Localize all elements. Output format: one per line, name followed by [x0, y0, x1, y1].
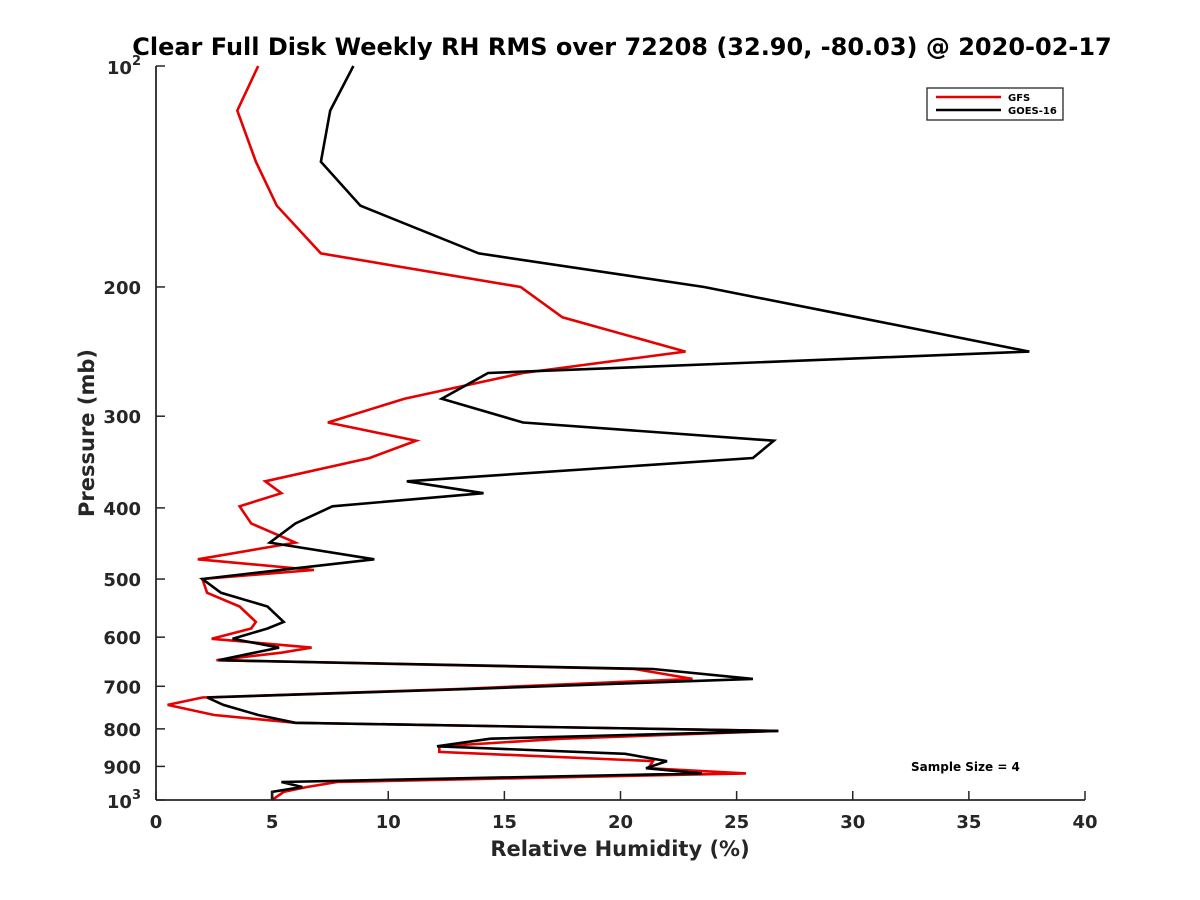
x-ticks: 0 5 10 15 20 25 30 35 40	[150, 791, 1098, 833]
y-tick-label: 400	[103, 499, 141, 520]
x-tick-label: 20	[608, 812, 633, 833]
x-tick-label: 30	[840, 812, 865, 833]
legend-label-goes16: GOES-16	[1008, 106, 1057, 117]
y-tick-label: 300	[103, 407, 141, 428]
x-tick-label: 10	[376, 812, 401, 833]
y-tick-label: 600	[103, 628, 141, 649]
x-tick-label: 5	[266, 812, 279, 833]
y-tick-label: 800	[103, 720, 141, 741]
y-tick-label: 103	[107, 788, 141, 813]
y-tick-label: 102	[107, 54, 141, 79]
plot-area: 0 5 10 15 20 25 30 35 40 102 200 300 400 500 600 700 80…	[103, 54, 1097, 833]
y-axis-label: Pressure (mb)	[75, 349, 99, 517]
series-line-gfs	[167, 65, 779, 802]
x-tick-label: 15	[492, 812, 517, 833]
legend-box	[926, 87, 1064, 121]
series-line-goes16	[198, 65, 1030, 800]
series-layer	[167, 65, 1030, 802]
chart-title: Clear Full Disk Weekly RH RMS over 72208…	[132, 33, 1112, 61]
x-tick-label: 35	[956, 812, 981, 833]
sample-size-annotation: Sample Size = 4	[911, 760, 1020, 774]
axes-layer	[155, 66, 1085, 801]
y-tick-label: 700	[103, 677, 141, 698]
y-tick-label: 200	[103, 278, 141, 299]
x-tick-label: 40	[1072, 812, 1097, 833]
y-tick-label: 500	[103, 570, 141, 591]
x-tick-label: 25	[724, 812, 749, 833]
y-ticks: 102 200 300 400 500 600 700 800 900 103	[103, 54, 165, 813]
x-tick-label: 0	[150, 812, 163, 833]
legend-label-gfs: GFS	[1008, 93, 1030, 104]
y-tick-label: 900	[103, 757, 141, 778]
x-axis-label: Relative Humidity (%)	[490, 837, 749, 861]
legend: GFS GOES-16	[926, 87, 1064, 121]
